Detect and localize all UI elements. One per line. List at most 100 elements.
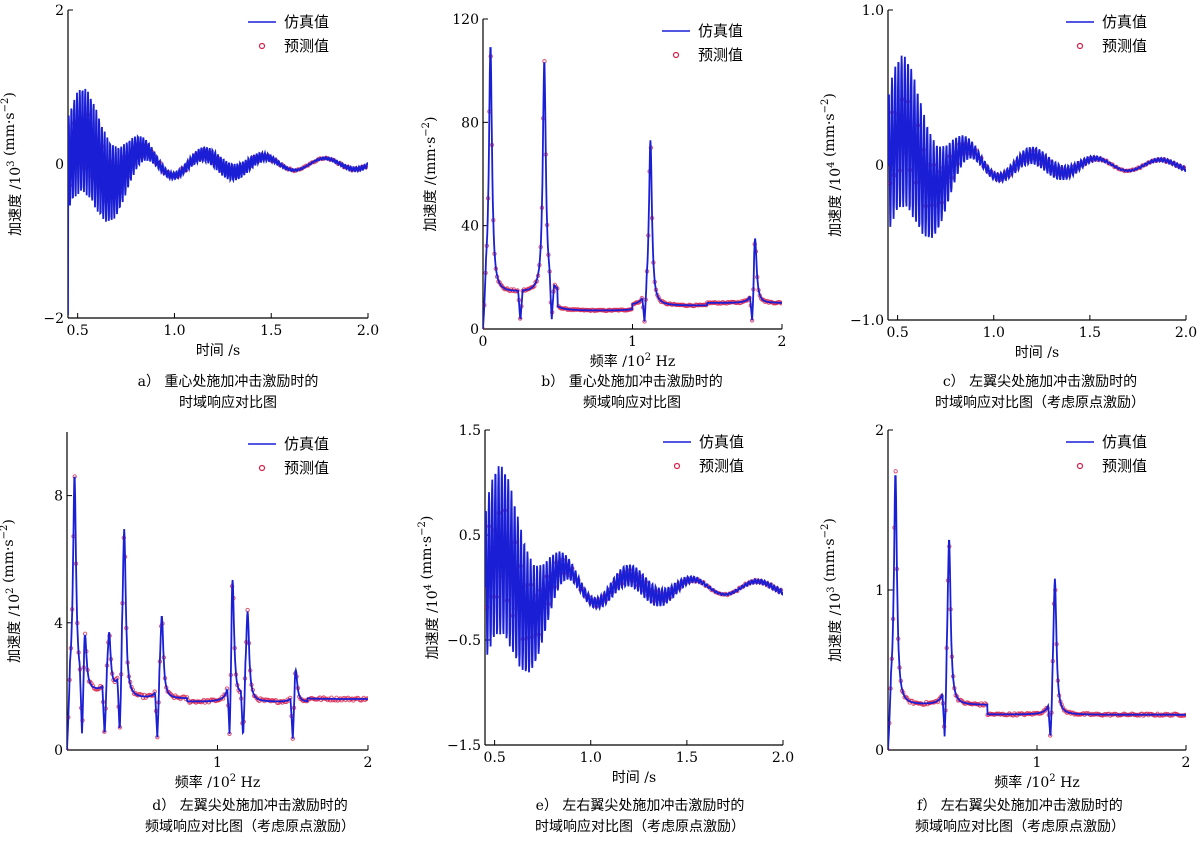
pred-series-f — [888, 469, 1186, 750]
y-tick-label-c-1: 0 — [875, 158, 884, 174]
y-axis-label-c: 加速度 /104 (mm·s−2) — [820, 93, 844, 237]
y-tick-label-a-1: 0 — [55, 157, 64, 173]
pred-point-f-0 — [888, 747, 891, 750]
x-tick-label-b-1: 1 — [628, 334, 637, 350]
pred-point-b-48 — [542, 59, 547, 64]
pred-point-b-0 — [483, 326, 486, 329]
x-tick-label-f-0: 1 — [1033, 755, 1042, 771]
x-tick-label-f-1: 2 — [1182, 755, 1191, 771]
y-tick-label-e-3: 1.5 — [459, 423, 481, 439]
legend-sim-label-e: 仿真值 — [699, 433, 744, 451]
panel-a: −2 0 2 0.5 1.0 1.5 2.0 时间 /s 加速度 /103 (mm·s−2) 仿真… — [0, 3, 379, 359]
x-tick-label-e-3: 2.0 — [772, 750, 794, 766]
legend-pred-swatch-a — [258, 42, 266, 50]
caption-b-line2: 频域响应对比图 — [583, 395, 681, 411]
x-tick-label-c-3: 2.0 — [1175, 325, 1197, 341]
caption-c-line1: c） 左翼尖处施加冲击激励时的 — [942, 374, 1138, 390]
x-axis-label-c: 时间 /s — [1015, 345, 1059, 361]
y-tick-label-c-2: 1.0 — [862, 3, 884, 19]
legend-pred-swatch-c — [1076, 42, 1084, 50]
pred-point-f-6 — [893, 469, 898, 474]
y-tick-label-e-2: 0.5 — [459, 528, 481, 544]
legend-pred-label-e: 预测值 — [699, 457, 744, 475]
caption-b-line1: b） 重心处施加冲击激励时的 — [541, 374, 723, 390]
legend-sim-label-a: 仿真值 — [284, 13, 329, 31]
legend-pred-label-f: 预测值 — [1102, 457, 1147, 475]
caption-f-line1: f） 左右翼尖处施加冲击激励时的 — [917, 798, 1123, 814]
caption-e: e） 左右翼尖处施加冲击激励时的 时域响应对比图（考虑原点激励） — [440, 796, 840, 838]
pred-series-d — [67, 474, 368, 750]
x-tick-label-a-1: 1.0 — [163, 323, 185, 339]
legend-sim-label-b: 仿真值 — [698, 22, 743, 40]
x-tick-label-c-2: 1.5 — [1079, 325, 1101, 341]
legend-sim-label-c: 仿真值 — [1102, 13, 1147, 31]
x-tick-label-d-1: 2 — [364, 755, 373, 771]
legend-pred-swatch-f — [1076, 462, 1084, 470]
legend-sim-label-d: 仿真值 — [284, 435, 329, 453]
y-tick-label-b-2: 80 — [461, 115, 479, 131]
x-tick-label-c-1: 1.0 — [983, 325, 1005, 341]
caption-a-line2: 时域响应对比图 — [179, 395, 277, 411]
panel-c: −1.0 0 1.0 0.5 1.0 1.5 2.0 时间 /s 加速度 /104 (mm·s−… — [820, 3, 1197, 361]
legend-pred-label-c: 预测值 — [1102, 37, 1147, 55]
x-tick-label-e-2: 1.5 — [676, 750, 698, 766]
pred-point-d-140 — [245, 607, 250, 613]
y-tick-label-d-2: 8 — [54, 489, 63, 505]
legend-pred-label-a: 预测值 — [284, 37, 329, 55]
x-tick-label-a-2: 1.5 — [260, 323, 282, 339]
x-tick-label-b-0: 0 — [479, 334, 488, 350]
y-axis-label-a: 加速度 /103 (mm·s−2) — [0, 92, 24, 236]
caption-a: a） 重心处施加冲击激励时的 时域响应对比图 — [28, 372, 428, 414]
caption-d-line1: d） 左翼尖处施加冲击激励时的 — [152, 798, 348, 814]
legend-sim-label-f: 仿真值 — [1102, 433, 1147, 451]
y-tick-label-a-0: −2 — [43, 311, 64, 327]
x-axis-label-e: 时间 /s — [612, 770, 656, 786]
x-tick-label-e-0: 0.5 — [483, 750, 505, 766]
caption-e-line1: e） 左右翼尖处施加冲击激励时的 — [535, 798, 745, 814]
y-tick-label-f-1: 1 — [875, 583, 884, 599]
y-tick-label-b-1: 40 — [461, 219, 479, 235]
y-axis-label-e: 加速度 /104 (mm·s−2) — [417, 516, 441, 660]
x-tick-label-e-1: 1.0 — [580, 750, 602, 766]
y-tick-label-f-0: 0 — [875, 743, 884, 759]
x-axis-label-f: 频率 /102 Hz — [994, 773, 1079, 791]
y-tick-label-e-0: −1.5 — [447, 738, 481, 754]
y-axis-label-d: 加速度 /102 (mm·s−2) — [0, 519, 23, 663]
legend-pred-swatch-b — [672, 51, 680, 59]
x-tick-label-c-0: 0.5 — [886, 325, 908, 341]
y-axis-label-f: 加速度 /103 (mm·s−2) — [820, 518, 844, 662]
y-tick-label-a-2: 2 — [55, 3, 64, 19]
caption-d: d） 左翼尖处施加冲击激励时的 频域响应对比图（考虑原点激励） — [50, 796, 450, 838]
caption-d-line2: 频域响应对比图（考虑原点激励） — [145, 819, 355, 835]
sim-series-a — [68, 88, 368, 315]
y-tick-label-c-0: −1.0 — [850, 313, 884, 329]
x-axis-label-d: 频率 /102 Hz — [175, 773, 260, 791]
x-tick-label-a-3: 2.0 — [357, 323, 379, 339]
panel-e: −1.5 −0.5 0.5 1.5 0.5 1.0 1.5 2.0 时间 /s 加速度 /104 … — [417, 423, 794, 786]
y-tick-label-d-0: 0 — [54, 743, 63, 759]
legend-pred-label-d: 预测值 — [284, 459, 329, 477]
y-tick-label-e-1: −0.5 — [447, 633, 481, 649]
x-tick-label-a-0: 0.5 — [67, 323, 89, 339]
caption-f-line2: 频域响应对比图（考虑原点激励） — [915, 819, 1125, 835]
caption-b: b） 重心处施加冲击激励时的 频域响应对比图 — [432, 372, 832, 414]
x-tick-label-b-2: 2 — [778, 334, 787, 350]
y-tick-label-b-3: 120 — [452, 12, 479, 28]
y-axis-label-b: 加速度 /(mm·s−2) — [421, 116, 439, 231]
legend-pred-label-b: 预测值 — [698, 46, 743, 64]
sim-series-f — [888, 475, 1186, 750]
y-tick-label-d-1: 4 — [54, 616, 63, 632]
caption-c: c） 左翼尖处施加冲击激励时的 时域响应对比图（考虑原点激励） — [840, 372, 1200, 414]
legend-pred-swatch-e — [673, 462, 681, 470]
x-axis-label-b: 频率 /102 Hz — [590, 352, 675, 370]
sim-series-c — [888, 55, 1186, 238]
